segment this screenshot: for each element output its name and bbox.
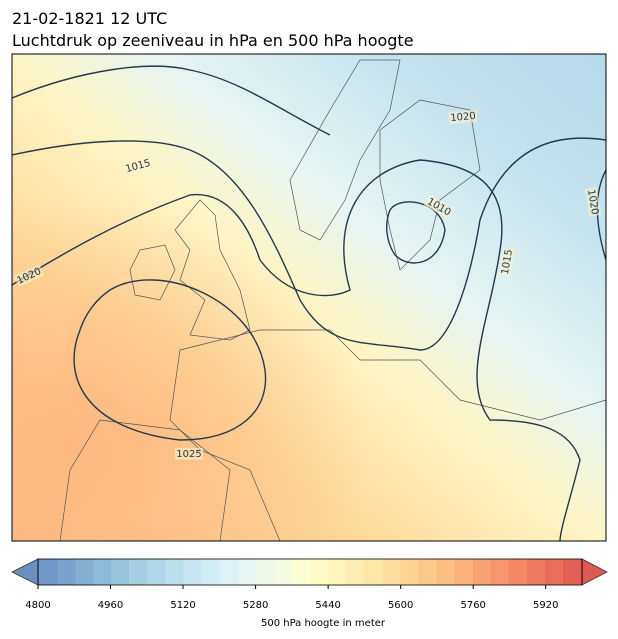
- colorbar-segment: [545, 559, 565, 585]
- colorbar-segment: [38, 559, 57, 585]
- isobar-label-bg: [13, 264, 45, 288]
- isobar-label: 1015: [500, 249, 515, 276]
- colorbar-tick-label: 5440: [315, 600, 340, 611]
- map-frame: [11, 53, 607, 542]
- colorbar-segment: [418, 559, 438, 585]
- subtitle: Luchtdruk op zeeniveau in hPa en 500 hPa…: [12, 31, 414, 50]
- colorbar-segment: [255, 559, 275, 585]
- colorbar-tick-label: 5760: [460, 600, 485, 611]
- map: [12, 54, 606, 541]
- colorbar-segment: [183, 559, 202, 585]
- colorbar-tick-label: 4960: [98, 600, 123, 611]
- colorbar: 4800 4960 5120 5280 5440 5600 5760 5920 500 hPa …: [11, 558, 608, 629]
- colorbar-extend-high: [581, 558, 608, 586]
- colorbar-segment: [364, 559, 384, 585]
- colorbar-segment: [436, 559, 456, 585]
- colorbar-tick-label: 4800: [25, 600, 50, 611]
- isobar-label-bg: [584, 187, 602, 217]
- colorbar-segment: [400, 559, 420, 585]
- isobar-label-bg: [175, 448, 203, 460]
- isobar-label-bg: [448, 109, 478, 125]
- colorbar-segment: [92, 559, 112, 585]
- colorbar-segment: [164, 559, 184, 585]
- isobar-label-bg: [423, 194, 455, 220]
- colorbar-frame: [37, 558, 583, 586]
- isobar-label: 1020: [450, 111, 476, 124]
- isobar-label-bg: [122, 156, 154, 176]
- colorbar-segment: [128, 559, 148, 585]
- colorbar-segment: [491, 559, 510, 585]
- colorbar-segment: [146, 559, 166, 585]
- colorbar-tick-label: 5920: [533, 600, 558, 611]
- colorbar-segment: [237, 559, 257, 585]
- title: 21-02-1821 12 UTC: [12, 9, 167, 28]
- colorbar-segment: [509, 559, 529, 585]
- colorbar-segment: [310, 559, 329, 585]
- colorbar-tick-label: 5600: [388, 600, 413, 611]
- colorbar-segment: [527, 559, 547, 585]
- colorbar-segment: [291, 559, 311, 585]
- colorbar-segment: [273, 559, 293, 585]
- colorbar-tick-label: 5280: [243, 600, 268, 611]
- isobar-label-bg: [498, 247, 516, 277]
- colorbar-segment: [346, 559, 365, 585]
- colorbar-segment: [455, 559, 474, 585]
- colorbar-tick-label: 5120: [170, 600, 195, 611]
- colorbar-segment: [56, 559, 75, 585]
- colorbar-segment: [74, 559, 93, 585]
- colorbar-segment: [328, 559, 347, 585]
- colorbar-segment: [201, 559, 220, 585]
- colorbar-extend-low: [11, 558, 39, 586]
- colorbar-segment: [219, 559, 238, 585]
- isobar-label: 1020: [585, 189, 600, 216]
- colorbar-segment: [563, 559, 583, 585]
- colorbar-segment: [382, 559, 402, 585]
- colorbar-segment: [473, 559, 492, 585]
- colorbar-label: 500 hPa hoogte in meter: [261, 618, 386, 629]
- isobar-label: 1025: [176, 449, 201, 460]
- colorbar-segment: [110, 559, 130, 585]
